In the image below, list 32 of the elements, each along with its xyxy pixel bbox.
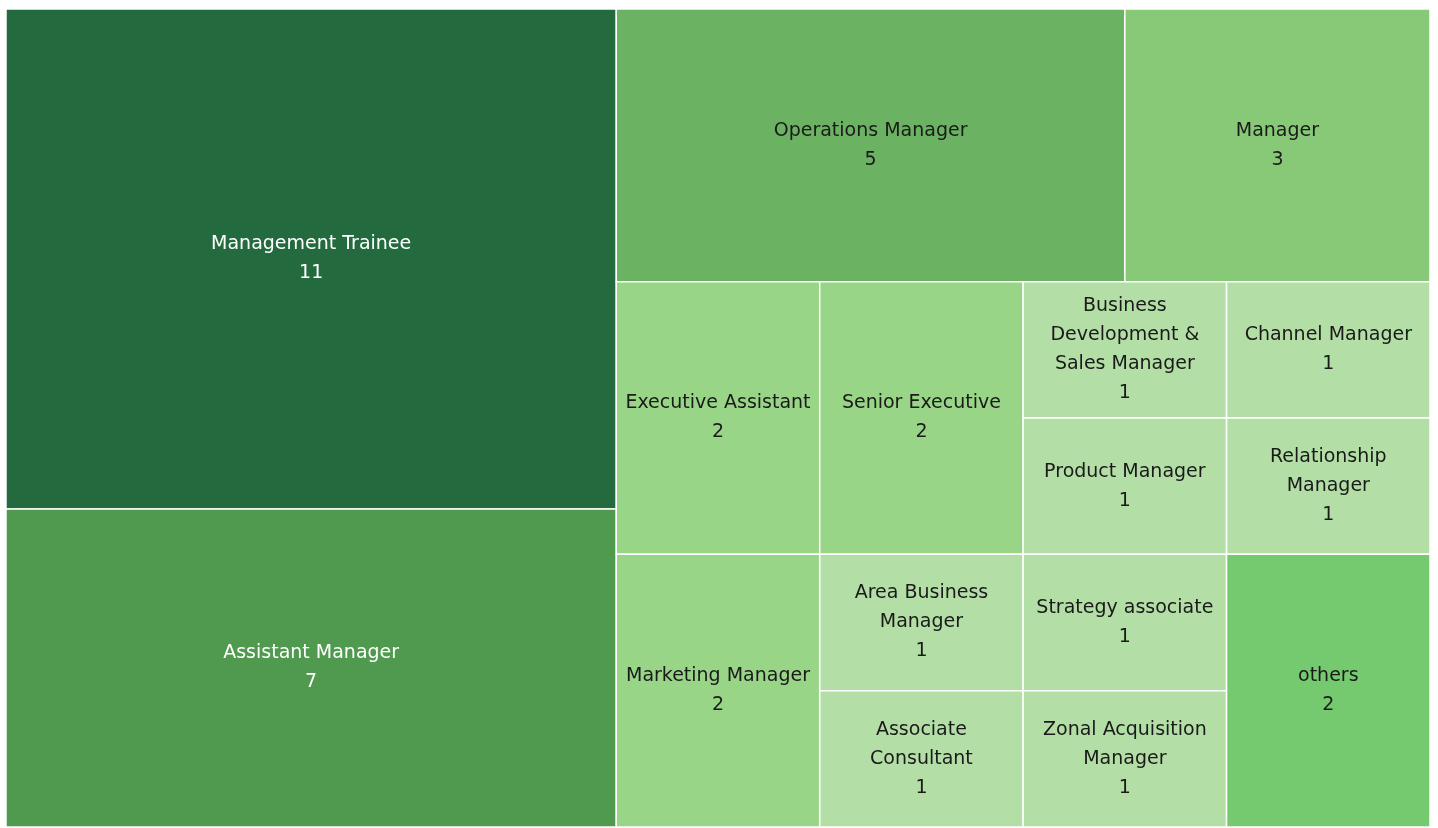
- category-label: Executive Assistant: [625, 390, 811, 413]
- category-label: Area Business Manager: [854, 580, 989, 632]
- category-label: Management Trainee: [211, 231, 412, 254]
- category-label: Marketing Manager: [625, 663, 811, 686]
- category-label: Channel Manager: [1244, 322, 1413, 345]
- data-label: 1: [1118, 774, 1131, 797]
- data-label: 1: [1322, 351, 1335, 374]
- data-label: 7: [305, 669, 318, 692]
- data-label: 2: [915, 419, 928, 442]
- category-label: Operations Manager: [773, 117, 968, 140]
- data-label: 1: [915, 774, 928, 797]
- category-label: Senior Executive: [841, 390, 1001, 413]
- data-label: 2: [711, 692, 725, 715]
- category-label: Assistant Manager: [223, 640, 400, 663]
- category-label: Business Development & Sales Manager: [1050, 293, 1200, 374]
- data-label: 2: [711, 419, 725, 442]
- data-label: 1: [1118, 380, 1131, 403]
- data-label: 11: [299, 260, 324, 283]
- category-label: Zonal Acquisition Manager: [1043, 716, 1207, 768]
- data-label: 1: [1118, 487, 1131, 510]
- data-label: 2: [1322, 692, 1335, 715]
- data-label: 1: [1322, 502, 1335, 525]
- data-label: 1: [915, 638, 928, 661]
- category-label: Strategy associate: [1036, 594, 1214, 617]
- data-label: 3: [1271, 146, 1284, 169]
- category-label: Manager: [1235, 117, 1320, 140]
- data-label: 1: [1118, 623, 1131, 646]
- category-label: Product Manager: [1044, 458, 1206, 481]
- category-label: others: [1298, 663, 1359, 686]
- category-label: Associate Consultant: [870, 716, 973, 768]
- data-label: 5: [864, 146, 877, 169]
- category-label: Relationship Manager: [1269, 444, 1387, 496]
